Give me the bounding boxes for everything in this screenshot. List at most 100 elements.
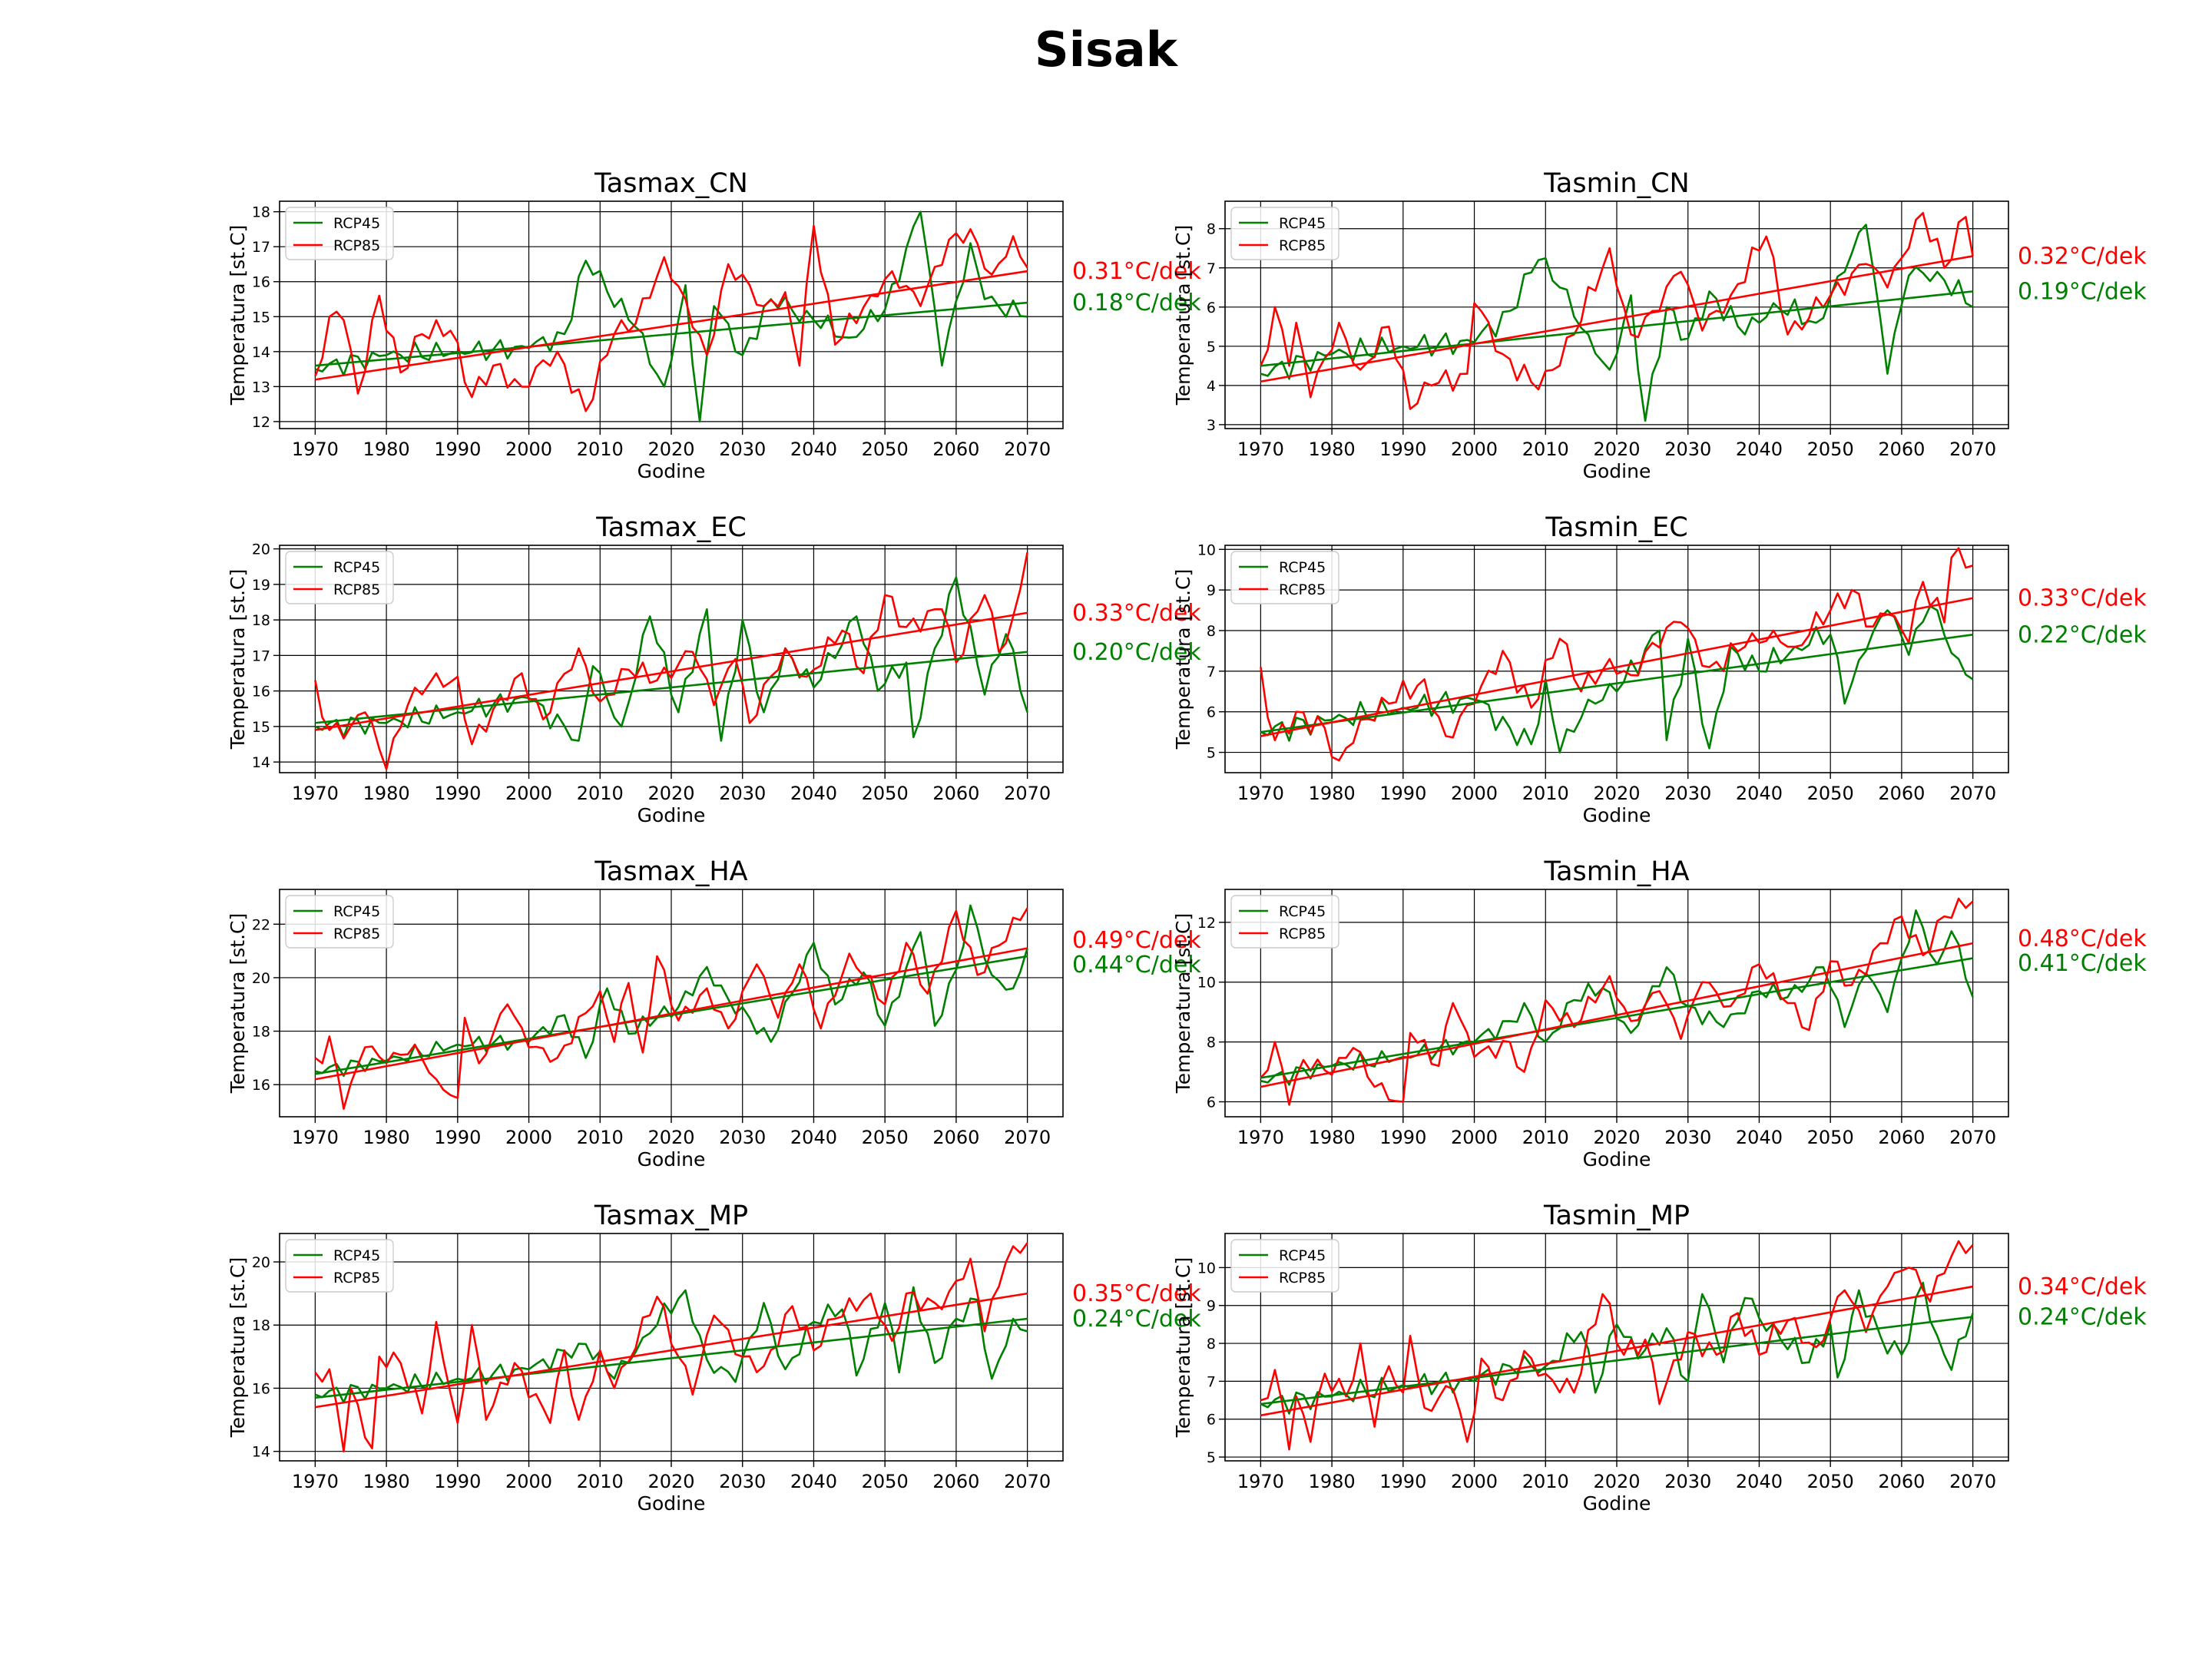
y-tick-label: 6 xyxy=(1207,704,1216,721)
legend-box xyxy=(285,207,394,260)
x-tick-label: 2010 xyxy=(1522,439,1569,460)
x-tick-label: 2040 xyxy=(790,439,837,460)
x-tick-label: 2030 xyxy=(719,439,766,460)
x-axis-label: Godine xyxy=(1583,1492,1651,1515)
x-tick-label: 1970 xyxy=(292,1127,339,1148)
legend: RCP45 RCP85 xyxy=(1230,1239,1339,1293)
x-tick-label: 1980 xyxy=(1309,783,1356,804)
x-tick-label: 2020 xyxy=(1593,1127,1640,1148)
x-axis-label: Godine xyxy=(1583,460,1651,482)
legend-box xyxy=(1230,551,1339,604)
y-tick-label: 16 xyxy=(252,1380,270,1397)
trend-line-rcp85 xyxy=(315,270,1028,381)
x-tick-label: 1990 xyxy=(1379,783,1426,804)
y-tick-label: 8 xyxy=(1207,1035,1216,1051)
panel-title: Tasmin_MP xyxy=(1543,1200,1690,1231)
y-tick-label: 20 xyxy=(252,970,270,987)
x-tick-label: 1990 xyxy=(434,439,481,460)
y-tick-label: 12 xyxy=(252,414,270,431)
trend-line-rcp45 xyxy=(1260,290,1973,367)
trend-label-rcp85: 0.35°C/dek xyxy=(1072,1280,1201,1307)
trend-label-rcp85: 0.34°C/dek xyxy=(2018,1273,2147,1300)
x-tick-label: 2000 xyxy=(505,1471,552,1492)
y-axis-label: Temperatura [st.C] xyxy=(227,1257,249,1439)
x-tick-label: 2050 xyxy=(1807,1471,1854,1492)
trend-line-rcp45 xyxy=(315,301,1028,367)
x-tick-label: 2020 xyxy=(647,439,694,460)
legend-label-rcp85: RCP85 xyxy=(1279,237,1326,254)
series-line-rcp85 xyxy=(314,1242,1028,1452)
x-tick-label: 2070 xyxy=(1949,439,1996,460)
x-tick-label: 1970 xyxy=(292,1471,339,1492)
x-tick-label: 2060 xyxy=(1878,783,1925,804)
legend-label-rcp45: RCP45 xyxy=(1279,903,1326,920)
y-tick-label: 8 xyxy=(1207,221,1216,238)
y-tick-label: 14 xyxy=(252,1444,270,1461)
x-tick-label: 2010 xyxy=(577,439,624,460)
panel-tasmax-ec: Tasmax_EC 0.20°C/dek 0.33°C/dek 1970 1980 199… xyxy=(227,512,1201,826)
x-tick-label: 2010 xyxy=(577,783,624,804)
legend-label-rcp45: RCP45 xyxy=(1279,215,1326,232)
y-tick-label: 9 xyxy=(1207,582,1216,599)
x-tick-label: 2070 xyxy=(1004,783,1051,804)
x-axis-label: Godine xyxy=(637,1148,706,1171)
x-tick-label: 2070 xyxy=(1004,439,1051,460)
x-tick-label: 2070 xyxy=(1004,1471,1051,1492)
trend-line-rcp45 xyxy=(1260,633,1973,733)
legend-label-rcp85: RCP85 xyxy=(333,1270,380,1286)
x-tick-label: 2040 xyxy=(1736,783,1783,804)
x-tick-label: 1990 xyxy=(434,1127,481,1148)
x-tick-label: 2030 xyxy=(719,1127,766,1148)
trend-line-rcp85 xyxy=(1260,1285,1973,1417)
y-tick-label: 6 xyxy=(1207,1094,1216,1111)
y-tick-label: 6 xyxy=(1207,300,1216,316)
y-tick-label: 5 xyxy=(1207,339,1216,356)
panel-tasmin-mp: Tasmin_MP 0.24°C/dek 0.34°C/dek 1970 1980 199… xyxy=(1172,1200,2147,1515)
x-axis-label: Godine xyxy=(637,804,706,826)
trend-label-rcp85: 0.33°C/dek xyxy=(2018,585,2147,612)
x-tick-label: 1970 xyxy=(1237,783,1284,804)
y-tick-label: 7 xyxy=(1207,664,1216,680)
trend-line-rcp85 xyxy=(315,947,1028,1081)
x-tick-label: 1980 xyxy=(1309,1471,1356,1492)
legend-box xyxy=(285,895,394,949)
x-tick-label: 2040 xyxy=(790,1127,837,1148)
x-tick-label: 1970 xyxy=(1237,1127,1284,1148)
y-tick-label: 18 xyxy=(252,204,270,221)
legend-label-rcp45: RCP45 xyxy=(333,903,380,920)
series-line-rcp45 xyxy=(314,1286,1028,1404)
x-tick-label: 2010 xyxy=(1522,783,1569,804)
trend-label-rcp45: 0.41°C/dek xyxy=(2018,950,2147,977)
legend-label-rcp85: RCP85 xyxy=(333,237,380,254)
legend-box xyxy=(1230,207,1339,260)
legend: RCP45 RCP85 xyxy=(285,551,394,604)
x-tick-label: 1980 xyxy=(363,439,410,460)
panel-title: Tasmax_MP xyxy=(594,1200,748,1231)
x-axis-label: Godine xyxy=(1583,1148,1651,1171)
x-tick-label: 2060 xyxy=(932,1127,979,1148)
x-tick-label: 2040 xyxy=(1736,439,1783,460)
legend: RCP45 RCP85 xyxy=(285,895,394,949)
x-tick-label: 2030 xyxy=(1664,1471,1711,1492)
legend-box xyxy=(285,551,394,604)
x-axis-label: Godine xyxy=(637,460,706,482)
x-tick-label: 2020 xyxy=(647,783,694,804)
x-tick-label: 2070 xyxy=(1004,1127,1051,1148)
x-tick-label: 2060 xyxy=(1878,1127,1925,1148)
x-tick-label: 2060 xyxy=(1878,439,1925,460)
x-tick-label: 1980 xyxy=(1309,439,1356,460)
x-tick-label: 2050 xyxy=(862,439,909,460)
trend-label-rcp45: 0.20°C/dek xyxy=(1072,639,1201,666)
y-tick-label: 18 xyxy=(252,1317,270,1334)
legend-label-rcp85: RCP85 xyxy=(333,581,380,598)
trend-label-rcp85: 0.31°C/dek xyxy=(1072,258,1201,285)
trend-line-rcp85 xyxy=(1260,597,1973,737)
y-tick-label: 14 xyxy=(252,344,270,361)
y-tick-label: 4 xyxy=(1207,378,1216,395)
y-tick-label: 16 xyxy=(252,1077,270,1094)
series-line-rcp85 xyxy=(1260,211,1974,410)
trend-label-rcp45: 0.44°C/dek xyxy=(1072,952,1201,979)
panel-tasmin-ec: Tasmin_EC 0.22°C/dek 0.33°C/dek 1970 1980 199… xyxy=(1172,512,2147,826)
trend-line-rcp85 xyxy=(315,611,1028,731)
